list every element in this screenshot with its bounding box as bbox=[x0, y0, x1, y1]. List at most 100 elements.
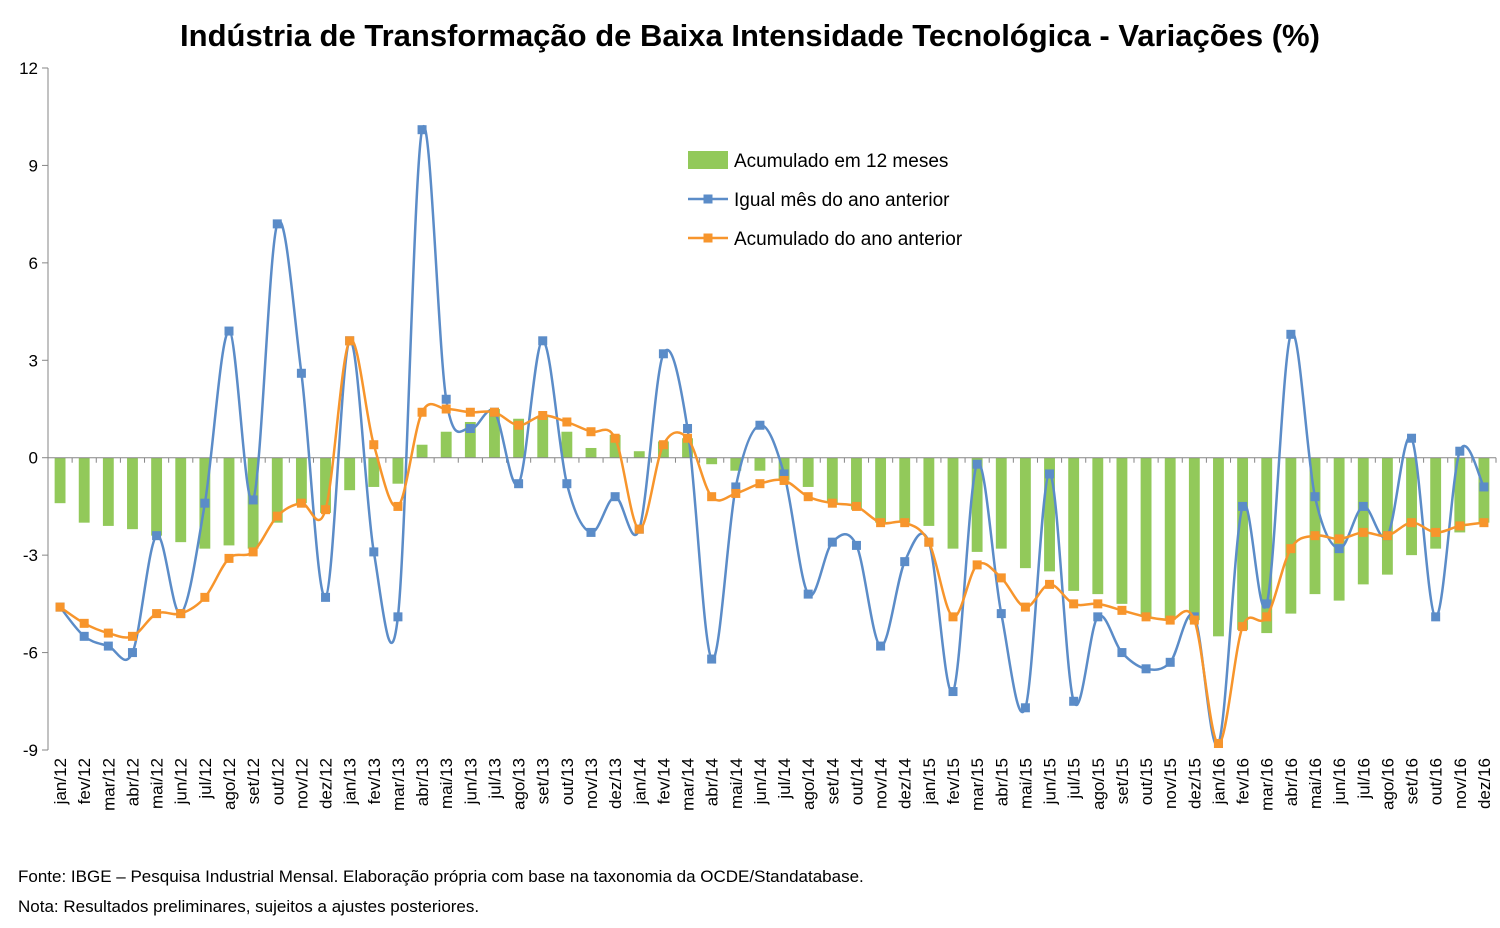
x-tick-label: abr/16 bbox=[1282, 758, 1301, 806]
bar-nov-15 bbox=[1164, 457, 1176, 621]
point-year-to-date-fev-13 bbox=[369, 440, 379, 450]
bar-jul-16 bbox=[1357, 457, 1369, 585]
point-year-to-date-ago-14 bbox=[803, 492, 813, 502]
point-same-month-mai-15 bbox=[1020, 703, 1030, 713]
x-tick-label: set/13 bbox=[534, 758, 553, 804]
x-tick-label: dez/15 bbox=[1185, 758, 1204, 809]
y-tick-label: -3 bbox=[23, 546, 38, 565]
bar-nov-16 bbox=[1454, 457, 1466, 533]
x-tick-label: nov/14 bbox=[872, 758, 891, 809]
point-year-to-date-jan-13 bbox=[345, 336, 355, 346]
y-tick-label: 9 bbox=[29, 156, 38, 175]
point-year-to-date-jun-16 bbox=[1334, 534, 1344, 544]
x-tick-label: abr/14 bbox=[703, 758, 722, 806]
point-same-month-nov-14 bbox=[876, 641, 886, 651]
x-tick-label: jan/16 bbox=[1209, 758, 1228, 805]
preliminary-note: Nota: Resultados preliminares, sujeitos … bbox=[18, 897, 480, 916]
point-year-to-date-abr-15 bbox=[996, 573, 1006, 583]
bar-ago-12 bbox=[223, 457, 235, 546]
point-same-month-fev-15 bbox=[948, 687, 958, 697]
point-year-to-date-out-15 bbox=[1141, 612, 1151, 622]
point-same-month-set-15 bbox=[1117, 648, 1127, 658]
point-same-month-jul-14 bbox=[779, 469, 789, 479]
bar-dez-15 bbox=[1188, 457, 1200, 621]
bar-fev-12 bbox=[78, 457, 90, 523]
point-same-month-mar-14 bbox=[683, 423, 693, 433]
point-year-to-date-jan-12 bbox=[55, 602, 65, 612]
legend-label-bar: Acumulado em 12 meses bbox=[734, 151, 948, 172]
point-year-to-date-mai-12 bbox=[152, 609, 162, 619]
point-year-to-date-set-13 bbox=[538, 410, 548, 420]
point-year-to-date-fev-14 bbox=[658, 440, 668, 450]
point-same-month-fev-12 bbox=[79, 631, 89, 641]
x-tick-label: out/14 bbox=[847, 758, 866, 805]
point-year-to-date-ago-15 bbox=[1093, 599, 1103, 609]
y-tick-label: 12 bbox=[19, 59, 38, 78]
bar-jul-15 bbox=[1068, 457, 1080, 591]
point-year-to-date-jun-13 bbox=[465, 407, 475, 417]
point-year-to-date-jul-15 bbox=[1069, 599, 1079, 609]
x-tick-label: fev/12 bbox=[75, 758, 94, 804]
point-year-to-date-dez-12 bbox=[321, 505, 331, 515]
point-same-month-out-13 bbox=[562, 479, 572, 489]
point-same-month-fev-16 bbox=[1238, 501, 1248, 511]
point-year-to-date-ago-16 bbox=[1382, 531, 1392, 541]
point-same-month-dez-13 bbox=[610, 492, 620, 502]
bar-jul-14 bbox=[778, 457, 790, 481]
point-same-month-dez-14 bbox=[900, 557, 910, 567]
point-same-month-out-16 bbox=[1431, 612, 1441, 622]
bar-set-14 bbox=[826, 457, 838, 504]
point-year-to-date-dez-16 bbox=[1479, 518, 1489, 528]
bar-out-12 bbox=[271, 457, 283, 523]
bar-mai-15 bbox=[1019, 457, 1031, 569]
bar-mar-12 bbox=[102, 457, 114, 526]
point-year-to-date-abr-16 bbox=[1286, 544, 1296, 554]
x-tick-label: set/16 bbox=[1403, 758, 1422, 804]
x-tick-label: ago/13 bbox=[510, 758, 529, 810]
point-year-to-date-abr-14 bbox=[707, 492, 717, 502]
x-tick-label: abr/13 bbox=[413, 758, 432, 806]
bar-abr-13 bbox=[416, 444, 428, 458]
bar-mar-13 bbox=[392, 457, 404, 484]
point-same-month-fev-13 bbox=[369, 547, 379, 557]
point-year-to-date-nov-15 bbox=[1165, 615, 1175, 625]
bar-out-15 bbox=[1140, 457, 1152, 617]
point-year-to-date-mar-16 bbox=[1262, 612, 1272, 622]
x-tick-label: mar/14 bbox=[679, 758, 698, 811]
x-tick-label: fev/13 bbox=[365, 758, 384, 804]
x-tick-label: mar/15 bbox=[968, 758, 987, 811]
point-year-to-date-abr-12 bbox=[127, 631, 137, 641]
point-year-to-date-fev-15 bbox=[948, 612, 958, 622]
point-same-month-mai-14 bbox=[731, 482, 741, 492]
bar-mar-14 bbox=[682, 438, 693, 458]
bar-set-16 bbox=[1406, 457, 1417, 556]
point-same-month-abr-15 bbox=[996, 609, 1006, 619]
point-year-to-date-set-14 bbox=[827, 498, 837, 508]
x-tick-label: out/12 bbox=[268, 758, 287, 805]
x-tick-label: jan/14 bbox=[630, 758, 649, 805]
bar-jun-14 bbox=[754, 457, 766, 471]
x-tick-label: set/12 bbox=[244, 758, 263, 804]
bar-abr-16 bbox=[1285, 457, 1297, 614]
point-year-to-date-mar-12 bbox=[103, 628, 113, 638]
point-same-month-jun-13 bbox=[465, 423, 475, 433]
point-same-month-nov-15 bbox=[1165, 657, 1175, 667]
point-same-month-set-13 bbox=[538, 336, 548, 346]
x-tick-label: abr/15 bbox=[992, 758, 1011, 806]
x-tick-label: dez/16 bbox=[1475, 758, 1494, 809]
point-same-month-abr-12 bbox=[127, 648, 137, 658]
point-year-to-date-mai-13 bbox=[441, 404, 451, 414]
source-note: Fonte: IBGE – Pesquisa Industrial Mensal… bbox=[18, 867, 864, 886]
point-year-to-date-mai-15 bbox=[1020, 602, 1030, 612]
point-year-to-date-jul-12 bbox=[200, 592, 210, 602]
point-same-month-mar-13 bbox=[393, 612, 403, 622]
x-tick-label: out/16 bbox=[1427, 758, 1446, 805]
bar-mar-16 bbox=[1261, 457, 1273, 634]
point-same-month-out-12 bbox=[272, 219, 282, 229]
bar-ago-16 bbox=[1381, 457, 1393, 575]
bar-set-13 bbox=[537, 415, 549, 458]
point-same-month-set-14 bbox=[827, 537, 837, 547]
bar-abr-12 bbox=[127, 457, 138, 530]
x-tick-label: dez/12 bbox=[317, 758, 336, 809]
